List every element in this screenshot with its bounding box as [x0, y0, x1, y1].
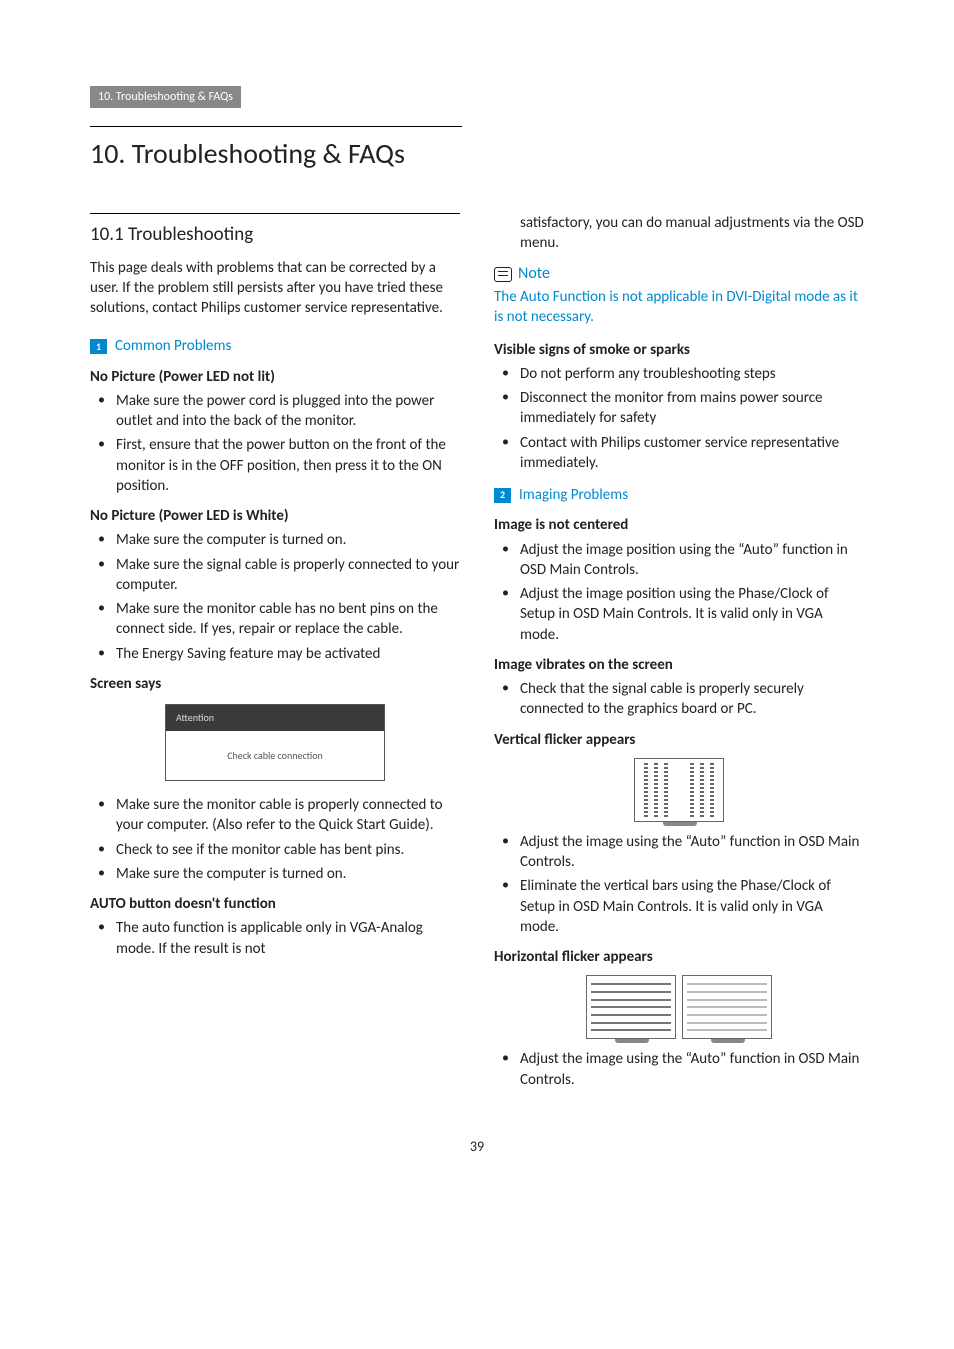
list-item: Adjust the image using the “Auto” functi…: [498, 832, 864, 873]
list-item: Check to see if the monitor cable has be…: [94, 840, 460, 860]
monitor-icon: [586, 975, 676, 1039]
list-item: Disconnect the monitor from mains power …: [498, 388, 864, 429]
note-heading: Note: [494, 263, 864, 285]
list-item: Make sure the signal cable is properly c…: [94, 555, 460, 596]
breadcrumb: 10. Troubleshooting & FAQs: [90, 86, 241, 108]
attention-title: Attention: [166, 705, 384, 731]
bullet-list: Adjust the image using the “Auto” functi…: [494, 832, 864, 937]
right-column: satisfactory, you can do manual adjustme…: [494, 213, 864, 1098]
list-item: Adjust the image position using the Phas…: [498, 584, 864, 645]
bullet-list: Adjust the image position using the “Aut…: [494, 540, 864, 645]
section-label-common-problems: 1 Common Problems: [90, 336, 460, 356]
list-item: Make sure the computer is turned on.: [94, 864, 460, 884]
subhead: Horizontal flicker appears: [494, 947, 864, 967]
list-item: Make sure the monitor cable has no bent …: [94, 599, 460, 640]
left-column: 10.1 Troubleshooting This page deals wit…: [90, 213, 460, 1098]
list-item: Make sure the monitor cable is properly …: [94, 795, 460, 836]
bullet-list: Adjust the image using the “Auto” functi…: [494, 1049, 864, 1090]
section-heading: 10.1 Troubleshooting: [90, 213, 460, 248]
monitor-icon: [634, 758, 724, 822]
list-item: The Energy Saving feature may be activat…: [94, 644, 460, 664]
list-item: Contact with Philips customer service re…: [498, 433, 864, 474]
vertical-flicker-diagram: [494, 758, 864, 822]
bullet-list: Make sure the power cord is plugged into…: [90, 391, 460, 496]
subhead: No Picture (Power LED is White): [90, 506, 460, 526]
list-item: Adjust the image position using the “Aut…: [498, 540, 864, 581]
list-item: Check that the signal cable is properly …: [498, 679, 864, 720]
page-title: 10. Troubleshooting & FAQs: [90, 126, 462, 173]
intro-text: This page deals with problems that can b…: [90, 258, 460, 319]
list-item: Make sure the computer is turned on.: [94, 530, 460, 550]
list-item: Do not perform any troubleshooting steps: [498, 364, 864, 384]
numbox-icon: 2: [494, 488, 511, 503]
section-label-text: Common Problems: [115, 336, 231, 356]
subhead: Image is not centered: [494, 515, 864, 535]
note-icon: [494, 267, 512, 282]
numbox-icon: 1: [90, 339, 107, 354]
attention-message: Check cable connection: [166, 731, 384, 781]
subhead: Screen says: [90, 674, 460, 694]
content-columns: 10.1 Troubleshooting This page deals wit…: [90, 213, 864, 1098]
list-item: First, ensure that the power button on t…: [94, 435, 460, 496]
page-number: 39: [90, 1138, 864, 1157]
bullet-list: Make sure the monitor cable is properly …: [90, 795, 460, 884]
continuation-text: satisfactory, you can do manual adjustme…: [494, 213, 864, 254]
monitor-icon: [682, 975, 772, 1039]
subhead: Image vibrates on the screen: [494, 655, 864, 675]
bullet-list: Do not perform any troubleshooting steps…: [494, 364, 864, 473]
bullet-list: Make sure the computer is turned on. Mak…: [90, 530, 460, 664]
subhead: No Picture (Power LED not lit): [90, 367, 460, 387]
bullet-list: Check that the signal cable is properly …: [494, 679, 864, 720]
horizontal-flicker-diagram: [494, 975, 864, 1039]
bullet-list: The auto function is applicable only in …: [90, 918, 460, 959]
section-label-text: Imaging Problems: [519, 485, 628, 505]
subhead: AUTO button doesn't function: [90, 894, 460, 914]
list-item: Adjust the image using the “Auto” functi…: [498, 1049, 864, 1090]
subhead: Visible signs of smoke or sparks: [494, 340, 864, 360]
list-item: Eliminate the vertical bars using the Ph…: [498, 876, 864, 937]
note-body: The Auto Function is not applicable in D…: [494, 287, 864, 328]
list-item: Make sure the power cord is plugged into…: [94, 391, 460, 432]
section-label-imaging-problems: 2 Imaging Problems: [494, 485, 864, 505]
attention-dialog: Attention Check cable connection: [165, 704, 385, 781]
list-item: The auto function is applicable only in …: [94, 918, 460, 959]
note-label: Note: [518, 263, 550, 285]
subhead: Vertical flicker appears: [494, 730, 864, 750]
